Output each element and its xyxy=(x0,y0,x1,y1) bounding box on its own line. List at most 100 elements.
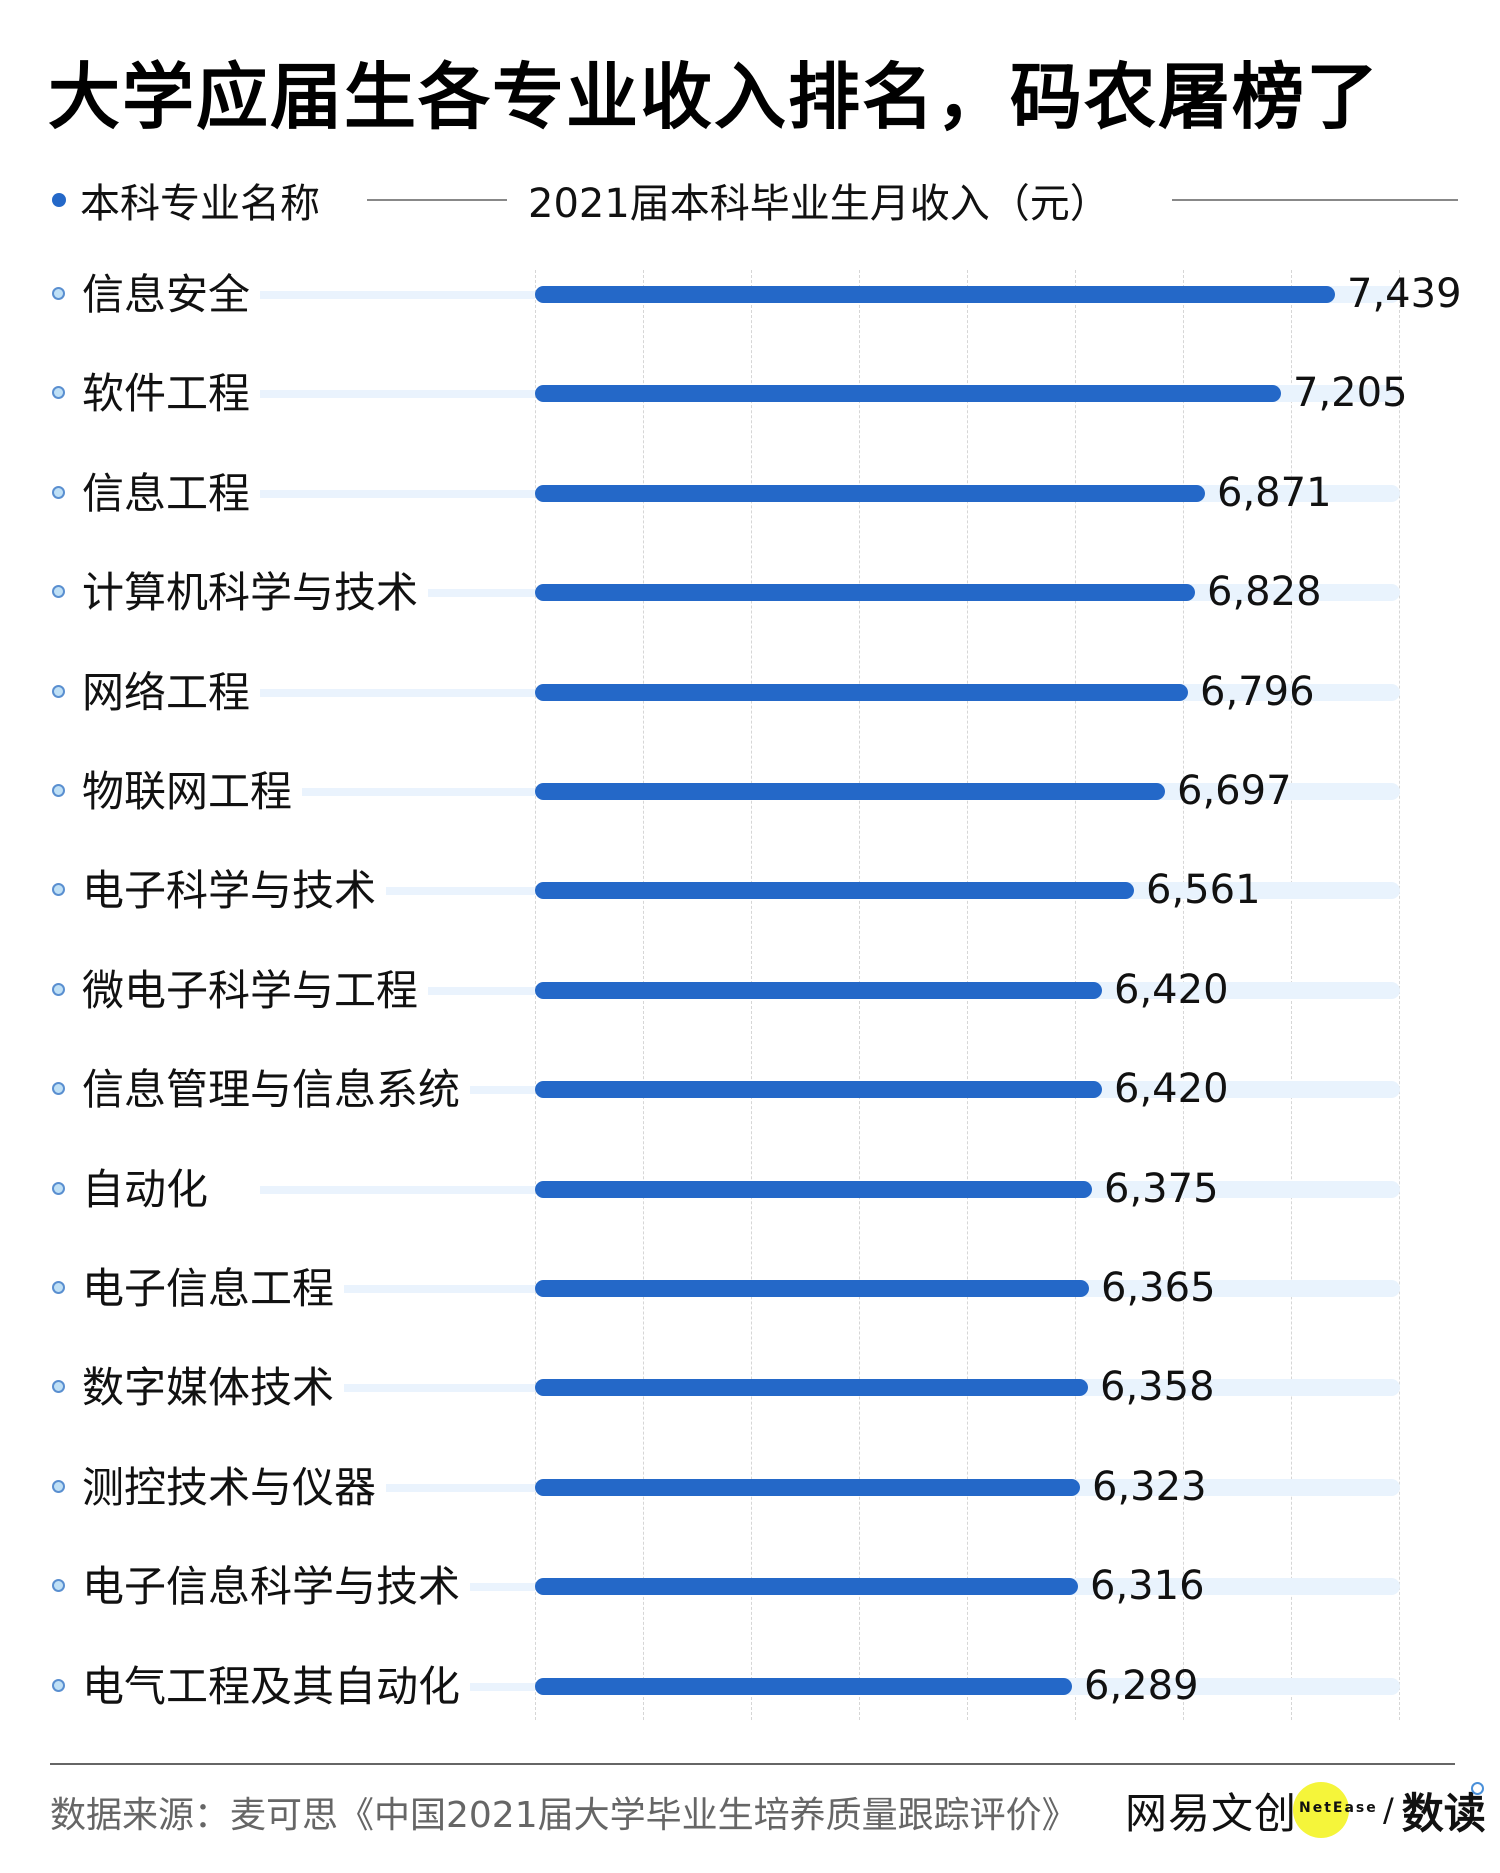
category-label: 电子信息科学与技术 xyxy=(82,1559,471,1616)
category-label: 信息工程 xyxy=(82,465,261,522)
bullet-circle-icon xyxy=(52,1281,65,1294)
value-label: 6,828 xyxy=(1207,569,1322,616)
value-label: 6,420 xyxy=(1114,1066,1229,1113)
category-label: 电子科学与技术 xyxy=(82,863,387,920)
bullet-circle-icon xyxy=(52,784,65,797)
chart-row: 信息管理与信息系统 6,420 xyxy=(0,1060,1500,1120)
bullet-circle-icon xyxy=(52,1082,65,1096)
bar xyxy=(535,286,1335,303)
leader-line xyxy=(260,1483,535,1492)
bar xyxy=(535,1280,1089,1297)
category-label: 测控技术与仪器 xyxy=(82,1459,387,1516)
value-label: 6,697 xyxy=(1177,768,1292,814)
leader-line xyxy=(260,1285,535,1293)
leader-line xyxy=(260,390,535,399)
chart-row: 电气工程及其自动化 6,289 xyxy=(0,1657,1500,1717)
category-label: 信息管理与信息系统 xyxy=(82,1062,471,1119)
chart-row: 计算机科学与技术 6,828 xyxy=(0,563,1500,623)
brand-column-text: 数读 xyxy=(1401,1788,1486,1838)
bar xyxy=(535,1677,1072,1695)
bar xyxy=(535,1478,1080,1496)
leader-line xyxy=(260,688,535,697)
bullet-circle-icon xyxy=(52,386,65,400)
bar xyxy=(535,1379,1088,1397)
leader-line xyxy=(260,887,535,896)
value-label: 6,316 xyxy=(1090,1563,1205,1610)
leader-line xyxy=(260,1185,535,1194)
data-source: 数据来源：麦可思《中国2021届大学毕业生培养质量跟踪评价》 xyxy=(50,1795,1078,1836)
value-label: 6,420 xyxy=(1114,966,1229,1013)
category-label: 自动化 xyxy=(82,1161,219,1218)
bullet-circle-icon xyxy=(52,684,65,698)
value-label: 6,358 xyxy=(1100,1364,1215,1411)
bar xyxy=(535,484,1205,502)
category-label: 网络工程 xyxy=(82,664,261,721)
category-label: 电子信息工程 xyxy=(82,1261,345,1317)
value-label: 6,796 xyxy=(1200,668,1315,715)
gridline xyxy=(1399,270,1400,1720)
value-label: 6,365 xyxy=(1101,1265,1216,1311)
bar xyxy=(535,385,1281,403)
page-title: 大学应届生各专业收入排名，码农屠榜了 xyxy=(48,55,1381,139)
leader-line xyxy=(260,788,535,796)
category-label: 信息安全 xyxy=(82,267,261,323)
chart-row: 数字媒体技术 6,358 xyxy=(0,1358,1500,1418)
leader-line xyxy=(260,1384,535,1393)
header-divider-left xyxy=(367,199,507,201)
bullet-circle-icon xyxy=(52,1380,65,1394)
chart-row: 信息工程 6,871 xyxy=(0,464,1500,524)
leader-line xyxy=(260,291,535,299)
bar xyxy=(535,1081,1102,1099)
chart-row: 电子科学与技术 6,561 xyxy=(0,861,1500,921)
category-axis-header: 本科专业名称 xyxy=(52,172,320,228)
bar xyxy=(535,981,1102,999)
value-label: 6,561 xyxy=(1146,867,1261,914)
brand-name: 网易文创 xyxy=(1125,1788,1298,1838)
bullet-circle-icon xyxy=(52,485,65,499)
value-axis-header: 2021届本科毕业生月收入（元） xyxy=(528,172,1110,228)
value-label: 6,289 xyxy=(1084,1662,1199,1709)
bullet-circle-icon xyxy=(52,982,65,996)
chart-row: 信息安全 7,439 xyxy=(0,265,1500,325)
chart-row: 网络工程 6,796 xyxy=(0,663,1500,723)
brand-english: NetEase xyxy=(1299,1800,1378,1816)
bar xyxy=(535,1578,1078,1596)
category-label: 物联网工程 xyxy=(82,764,303,820)
bullet-circle-icon xyxy=(52,1181,65,1195)
chart-row: 微电子科学与工程 6,420 xyxy=(0,961,1500,1021)
category-label: 软件工程 xyxy=(82,366,261,423)
value-axis-label: 2021届本科毕业生月收入（元） xyxy=(528,181,1110,227)
category-label: 微电子科学与工程 xyxy=(82,962,429,1019)
header-divider-right xyxy=(1172,199,1458,201)
brand-yellow-circle-icon: NetEase xyxy=(1293,1782,1376,1838)
bullet-dot-icon xyxy=(52,193,66,207)
value-label: 6,323 xyxy=(1092,1463,1207,1510)
bullet-circle-icon xyxy=(52,883,65,897)
chart-row: 测控技术与仪器 6,323 xyxy=(0,1458,1500,1518)
brand-dot-icon xyxy=(1470,1781,1484,1795)
chart-row: 电子信息工程 6,365 xyxy=(0,1259,1500,1319)
brand-separator: / xyxy=(1383,1791,1394,1829)
leader-line xyxy=(260,489,535,498)
category-axis-label: 本科专业名称 xyxy=(80,181,320,227)
bullet-circle-icon xyxy=(52,1678,65,1692)
footer-divider xyxy=(50,1763,1455,1765)
bar xyxy=(535,683,1188,701)
value-label: 7,205 xyxy=(1293,370,1408,417)
bar xyxy=(535,882,1134,900)
bar xyxy=(535,584,1195,602)
bullet-circle-icon xyxy=(52,1479,65,1493)
value-label: 7,439 xyxy=(1347,271,1462,317)
chart-row: 自动化 6,375 xyxy=(0,1160,1500,1220)
bar xyxy=(535,1180,1092,1198)
bullet-circle-icon xyxy=(52,585,65,599)
chart-row: 物联网工程 6,697 xyxy=(0,762,1500,822)
bullet-circle-icon xyxy=(52,1579,65,1593)
brand-logo: 网易文创 NetEase / 数读 xyxy=(1125,1780,1486,1840)
category-label: 计算机科学与技术 xyxy=(82,565,429,622)
chart-row: 软件工程 7,205 xyxy=(0,364,1500,424)
chart-row: 电子信息科学与技术 6,316 xyxy=(0,1557,1500,1617)
brand-column-name: 数读 xyxy=(1402,1780,1486,1841)
value-label: 6,871 xyxy=(1217,469,1332,516)
bullet-circle-icon xyxy=(52,287,65,300)
